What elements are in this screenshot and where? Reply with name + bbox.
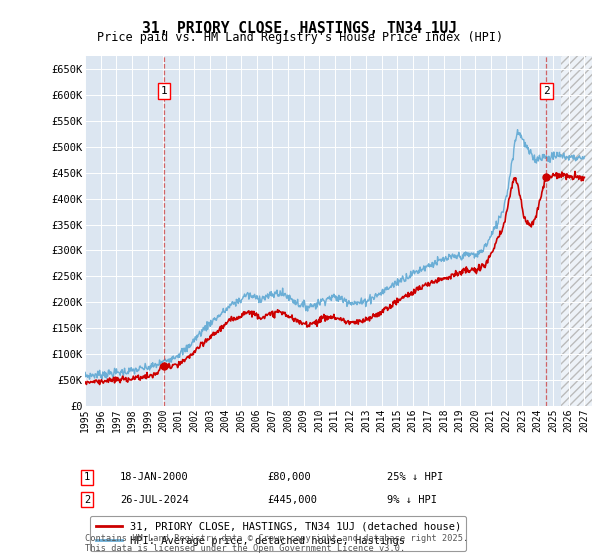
Text: 1: 1 <box>84 472 90 482</box>
Text: 1: 1 <box>160 86 167 96</box>
Bar <box>561 56 592 406</box>
Text: 2: 2 <box>543 86 550 96</box>
Text: 26-JUL-2024: 26-JUL-2024 <box>120 494 189 505</box>
Bar <box>561 56 592 406</box>
Text: 18-JAN-2000: 18-JAN-2000 <box>120 472 189 482</box>
Text: £80,000: £80,000 <box>267 472 311 482</box>
Legend: 31, PRIORY CLOSE, HASTINGS, TN34 1UJ (detached house), HPI: Average price, detac: 31, PRIORY CLOSE, HASTINGS, TN34 1UJ (de… <box>91 516 466 551</box>
Text: 2: 2 <box>84 494 90 505</box>
Text: 25% ↓ HPI: 25% ↓ HPI <box>387 472 443 482</box>
Text: £445,000: £445,000 <box>267 494 317 505</box>
Text: 31, PRIORY CLOSE, HASTINGS, TN34 1UJ: 31, PRIORY CLOSE, HASTINGS, TN34 1UJ <box>143 21 458 36</box>
Text: Contains HM Land Registry data © Crown copyright and database right 2025.
This d: Contains HM Land Registry data © Crown c… <box>85 534 469 553</box>
Text: 9% ↓ HPI: 9% ↓ HPI <box>387 494 437 505</box>
Text: Price paid vs. HM Land Registry's House Price Index (HPI): Price paid vs. HM Land Registry's House … <box>97 31 503 44</box>
